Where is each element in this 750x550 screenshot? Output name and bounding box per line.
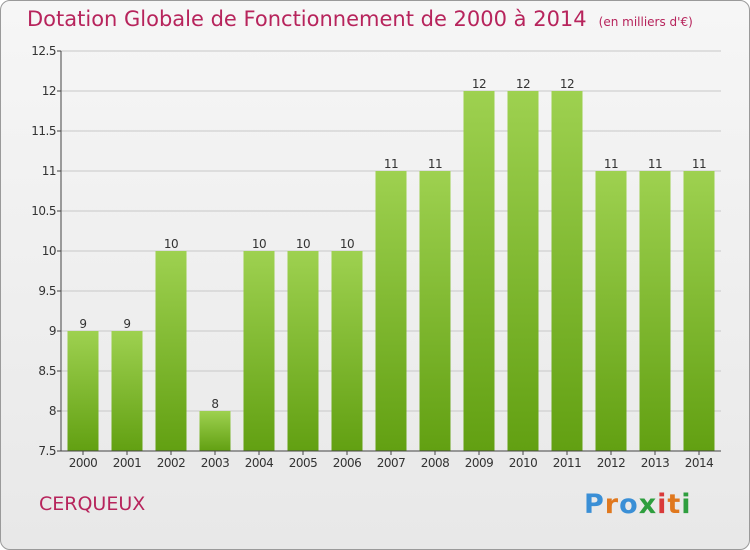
unit-note: (en milliers d'€) [598,15,693,29]
x-tick-label: 2002 [157,456,186,470]
logo-letter: t [667,489,682,520]
logo-letter: P [584,489,605,520]
x-tick-label: 2003 [201,456,230,470]
bar [111,331,143,451]
bar-value-label: 10 [164,237,178,251]
x-tick-label: 2014 [685,456,714,470]
chart-title: Dotation Globale de Fonctionnement de 20… [27,7,693,31]
bar [331,251,363,451]
bar [243,251,275,451]
logo-letter: o [619,489,639,520]
bar-value-label: 10 [296,237,310,251]
x-tick-label: 2012 [597,456,626,470]
bar-value-label: 12 [560,77,574,91]
y-tick-label: 11 [42,164,56,178]
bar [595,171,627,451]
bar-value-label: 11 [648,157,662,171]
x-tick-label: 2006 [333,456,362,470]
bar [375,171,407,451]
x-tick-label: 2004 [245,456,274,470]
bar-value-label: 9 [79,317,86,331]
y-tick-label: 11.5 [31,124,56,138]
x-tick-label: 2005 [289,456,318,470]
bar [287,251,319,451]
commune-name: CERQUEUX [39,493,146,515]
x-tick-label: 2008 [421,456,450,470]
bar [683,171,715,451]
bar [155,251,187,451]
y-tick-label: 8 [49,404,56,418]
y-tick-label: 10 [42,244,56,258]
bars: 9 9 10 8 10 10 10 11 11 12 12 12 11 11 11 [67,77,715,451]
bar [507,91,539,451]
logo-letter: i [681,489,692,520]
x-tick-label: 2010 [509,456,538,470]
bar-value-label: 10 [340,237,354,251]
bar-value-label: 11 [384,157,398,171]
y-tick-label: 12 [42,84,56,98]
bar [199,411,231,451]
bar-value-label: 8 [211,397,218,411]
y-tick-label: 10.5 [31,204,56,218]
y-tick-label: 12.5 [31,44,56,58]
bar-value-label: 12 [472,77,486,91]
y-tick-label: 7.5 [38,444,56,458]
x-tick-label: 2013 [641,456,670,470]
bar-value-label: 11 [692,157,706,171]
bar-value-label: 12 [516,77,530,91]
y-tick-label: 9.5 [38,284,56,298]
bar-value-label: 11 [604,157,618,171]
y-tick-label: 8.5 [38,364,56,378]
x-tick-label: 2000 [69,456,98,470]
bar-value-label: 10 [252,237,266,251]
y-tick-label: 9 [49,324,56,338]
logo-letter: r [604,489,620,520]
bar-value-label: 9 [123,317,130,331]
proxiti-logo: Proxiti [584,489,692,520]
x-tick-label: 2007 [377,456,406,470]
title-text: Dotation Globale de Fonctionnement de 20… [27,7,587,31]
logo-letter: i [657,489,668,520]
bar [639,171,671,451]
x-tick-label: 2011 [553,456,582,470]
axes: 7.5 8 8.5 9 9.5 10 10.5 11 11.5 12 12.5 2000 2001 200… [31,44,721,470]
bar [463,91,495,451]
logo-letter: x [638,489,658,520]
bar [551,91,583,451]
x-tick-label: 2009 [465,456,494,470]
bar [419,171,451,451]
bar [67,331,99,451]
bar-value-label: 11 [428,157,442,171]
x-tick-label: 2001 [113,456,142,470]
